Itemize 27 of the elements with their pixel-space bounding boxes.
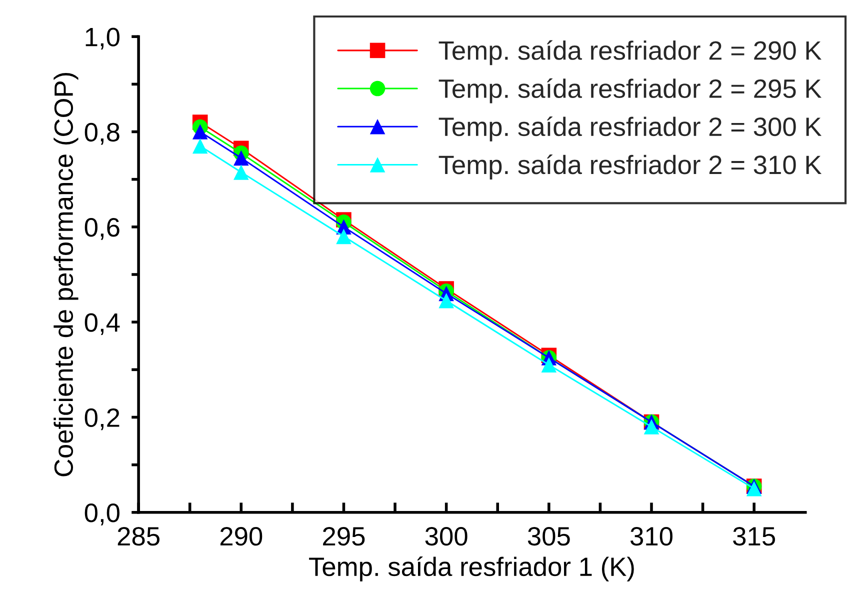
y-tick-label: 0,8 <box>84 122 120 145</box>
x-tick-label: 300 <box>425 526 468 546</box>
legend-label: Temp. saída resfriador 2 = 295 K <box>438 78 822 104</box>
y-tick-label: 0,4 <box>84 313 120 336</box>
point <box>192 138 208 154</box>
y-tick-label: 0,6 <box>84 218 120 240</box>
point <box>234 164 249 180</box>
y-axis-title: Coeficiente de performance (COP) <box>54 72 78 476</box>
x-tick-label: 285 <box>118 526 160 546</box>
legend-label: Temp. saída resfriador 2 = 300 K <box>438 116 822 142</box>
point <box>644 419 660 434</box>
y-tick-label: 0,0 <box>84 504 120 526</box>
x-axis-title: Temp. saída resfriador 1 (K) <box>309 556 634 582</box>
x-tick-label: 295 <box>323 526 365 546</box>
y-tick-label: 1,0 <box>86 28 120 50</box>
legend-label: Temp. saída resfriador 2 = 310 K <box>438 154 822 180</box>
x-tick-label: 305 <box>528 526 570 546</box>
point <box>336 228 352 244</box>
legend-label: Temp. saída resfriador 2 = 290 K <box>438 40 822 66</box>
point <box>438 293 454 308</box>
point <box>192 124 208 140</box>
x-tick-label: 290 <box>220 526 262 546</box>
point <box>234 150 249 166</box>
x-tick-label: 310 <box>630 526 672 546</box>
point <box>541 357 557 373</box>
y-tick-label: 0,2 <box>84 408 120 430</box>
x-tick-label: 315 <box>733 526 775 546</box>
